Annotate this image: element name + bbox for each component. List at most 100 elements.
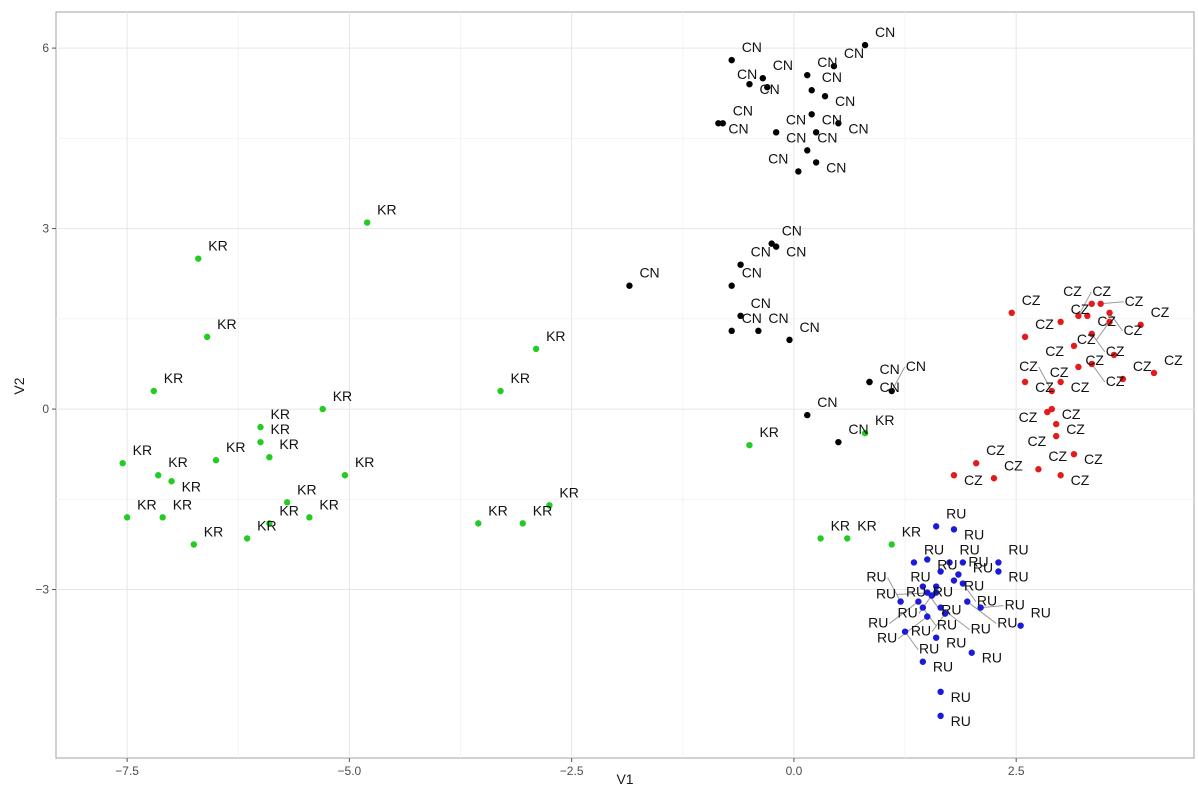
- y-tick-label: −3: [35, 583, 49, 597]
- point-label-ru: RU: [941, 602, 961, 618]
- point-label-kr: KR: [831, 517, 850, 533]
- data-point-cz: [1052, 420, 1060, 428]
- data-point-cz: [1052, 432, 1060, 440]
- point-label-cn: CN: [835, 93, 855, 109]
- point-label-cn: CN: [733, 102, 753, 118]
- data-point-ru: [950, 577, 958, 584]
- point-label-kr: KR: [377, 202, 396, 218]
- axis-ticks: −7.5 −5.0 −2.5 0.0 2.5 −3 0 3 6: [35, 41, 1025, 778]
- data-point-kr: [203, 333, 211, 341]
- point-label-kr: KR: [857, 517, 876, 533]
- point-label-cz: CZ: [1062, 406, 1081, 422]
- label-leader-line: [897, 616, 928, 640]
- point-label-ru: RU: [1005, 597, 1025, 613]
- point-label-kr: KR: [559, 484, 578, 500]
- point-label-cz: CZ: [1035, 379, 1054, 395]
- data-point-cn: [755, 327, 762, 335]
- point-label-kr: KR: [759, 424, 778, 440]
- data-point-cz: [1048, 387, 1055, 395]
- y-tick-label: 6: [42, 41, 49, 55]
- point-label-cn: CN: [742, 310, 762, 326]
- data-point-kr: [475, 520, 482, 527]
- data-point-ru: [897, 598, 904, 605]
- data-point-ru: [968, 649, 975, 656]
- data-point-cz: [972, 460, 980, 467]
- data-point-cn: [728, 282, 735, 289]
- data-point-cn: [835, 438, 842, 446]
- data-point-kr: [341, 472, 349, 479]
- data-point-cz: [1088, 360, 1095, 368]
- point-label-cn: CN: [728, 120, 748, 136]
- point-label-cn: CN: [799, 319, 819, 335]
- point-label-cn: CN: [786, 244, 806, 260]
- point-label-kr: KR: [168, 454, 187, 470]
- y-axis-title: V2: [11, 377, 27, 394]
- data-point-ru: [924, 613, 931, 620]
- point-label-kr: KR: [270, 421, 289, 437]
- point-label-cn: CN: [822, 111, 842, 127]
- data-point-cn: [715, 120, 722, 127]
- point-label-ru: RU: [933, 659, 953, 675]
- point-label-cz: CZ: [1164, 352, 1183, 368]
- point-label-cn: CN: [768, 150, 788, 166]
- data-point-kr: [212, 457, 220, 464]
- point-label-ru: RU: [1031, 605, 1051, 621]
- data-point-cz: [990, 475, 998, 482]
- point-label-ru: RU: [933, 584, 953, 600]
- point-label-ru: RU: [946, 635, 966, 651]
- data-point-kr: [257, 423, 264, 431]
- data-point-kr: [532, 345, 540, 353]
- data-point-ru: [950, 526, 958, 533]
- data-point-ru: [910, 559, 918, 566]
- point-label-kr: KR: [257, 517, 276, 533]
- data-point-cn: [772, 243, 780, 250]
- point-label-cz: CZ: [1004, 457, 1023, 473]
- data-point-cn: [764, 84, 771, 91]
- point-label-cn: CN: [844, 45, 864, 61]
- point-label-kr: KR: [204, 523, 223, 539]
- x-tick-label: 0.0: [786, 764, 803, 778]
- data-point-cn: [835, 120, 842, 127]
- point-label-kr: KR: [533, 502, 552, 518]
- data-point-cn: [737, 312, 744, 320]
- point-label-cz: CZ: [1077, 331, 1096, 347]
- data-point-ru: [941, 610, 949, 617]
- point-label-ru: RU: [971, 621, 991, 637]
- point-label-ru: RU: [897, 605, 917, 621]
- label-leader-line: [962, 583, 977, 602]
- grid-lines: [56, 12, 1194, 758]
- data-point-cz: [1119, 375, 1127, 383]
- point-label-cz: CZ: [1035, 316, 1054, 332]
- data-point-cn: [719, 120, 726, 127]
- point-label-kr: KR: [133, 442, 152, 458]
- point-label-ru: RU: [911, 623, 931, 639]
- point-label-cz: CZ: [1125, 293, 1144, 309]
- point-label-cz: CZ: [986, 442, 1005, 458]
- data-point-cz: [1021, 378, 1029, 386]
- x-tick-label: −2.5: [560, 764, 584, 778]
- label-leader-line: [904, 631, 919, 650]
- data-point-ru: [915, 598, 922, 605]
- data-point-cn: [728, 327, 735, 335]
- point-label-cn: CN: [879, 361, 899, 377]
- point-label-ru: RU: [977, 593, 997, 609]
- point-label-cz: CZ: [1084, 451, 1103, 467]
- data-point-cn: [804, 71, 811, 79]
- data-points: [119, 41, 1158, 720]
- data-point-cn: [812, 159, 820, 166]
- data-point-ru: [932, 589, 940, 596]
- point-label-ru: RU: [946, 505, 966, 521]
- point-label-kr: KR: [902, 523, 921, 539]
- data-point-cz: [1070, 342, 1078, 350]
- data-point-kr: [363, 219, 371, 226]
- data-point-cn: [786, 336, 793, 344]
- data-point-cn: [808, 87, 815, 94]
- data-point-ru: [959, 559, 967, 566]
- x-tick-label: 2.5: [1008, 764, 1025, 778]
- point-label-cn: CN: [773, 57, 793, 73]
- point-label-ru: RU: [876, 586, 896, 602]
- data-point-kr: [150, 387, 157, 395]
- point-label-cn: CN: [759, 81, 779, 97]
